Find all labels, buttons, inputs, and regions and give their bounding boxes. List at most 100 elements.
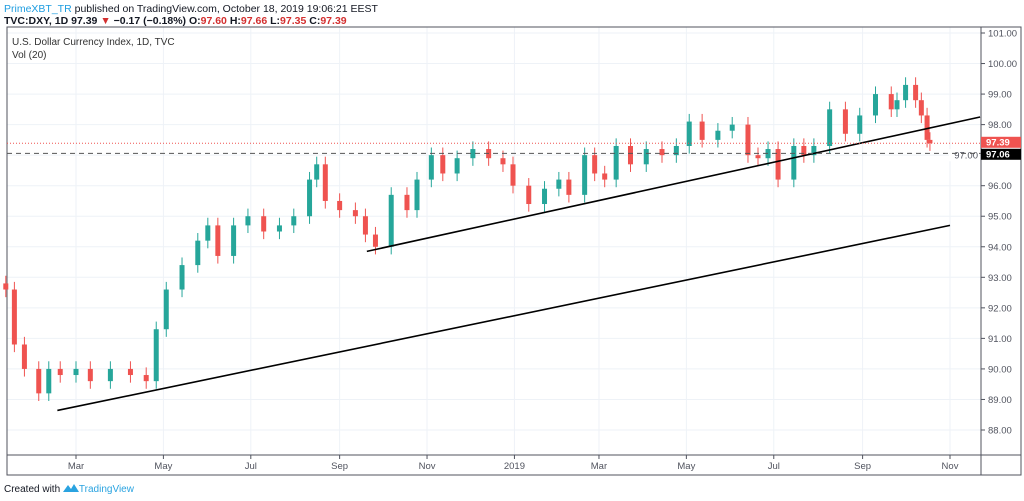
candle (765, 141, 771, 166)
candle (261, 208, 267, 240)
candle (918, 92, 924, 124)
high-label: H: (229, 15, 241, 27)
x-tick-label: Jul (245, 461, 257, 472)
x-tick-label: 2019 (504, 461, 525, 472)
candle (57, 361, 63, 383)
y-tick-label: 101.00 (988, 29, 1017, 40)
candle (542, 181, 548, 212)
open-label: O: (188, 15, 201, 27)
candle (801, 138, 807, 163)
volume-label: Vol (20) (12, 50, 47, 61)
candle (73, 361, 79, 383)
y-tick-label: 90.00 (988, 364, 1012, 375)
candle-body (924, 115, 930, 140)
candle-body (414, 179, 420, 211)
last-price: 97.39 (71, 15, 98, 27)
candle-body (791, 145, 797, 180)
candle-body (827, 109, 833, 146)
candle-body (686, 121, 692, 146)
candle (913, 77, 919, 108)
candle-body (673, 145, 679, 156)
candle-body (613, 145, 619, 180)
candle-body (3, 283, 9, 290)
candle-body (337, 200, 343, 211)
candle (163, 281, 169, 337)
candle-body (21, 344, 27, 369)
candle (388, 187, 394, 255)
candle (362, 208, 368, 243)
candle (245, 208, 251, 234)
candle (888, 86, 894, 117)
candle-body (627, 145, 633, 165)
candle-body (127, 368, 133, 376)
candle-body (276, 225, 282, 232)
candle (857, 107, 863, 142)
candle (510, 156, 516, 194)
candle (36, 361, 42, 401)
candle-body (163, 289, 169, 330)
high-value: 97.66 (240, 15, 268, 27)
y-tick-label: 95.00 (988, 212, 1012, 223)
candle-body (542, 188, 548, 205)
candle (314, 156, 320, 188)
candle (526, 178, 532, 212)
candle-body (57, 368, 63, 376)
candle (715, 123, 721, 148)
candle-body (470, 149, 476, 159)
candle-body (888, 94, 894, 110)
publish-text: published on TradingView.com, October 18… (74, 3, 378, 15)
candle (215, 217, 221, 264)
candle-body (73, 368, 79, 376)
candle (179, 257, 185, 298)
x-tick-label: Nov (942, 461, 959, 472)
candle (627, 138, 633, 172)
candle-body (215, 225, 221, 256)
candle-body (87, 368, 93, 382)
candle-body (715, 130, 721, 140)
candle-body (872, 94, 878, 116)
last-price-label: 97.39 (986, 137, 1010, 148)
candle (470, 141, 476, 166)
tradingview-link[interactable]: TradingView (78, 484, 134, 495)
candle (454, 150, 460, 182)
candle (46, 361, 52, 401)
candle (842, 101, 848, 142)
candle-body (143, 375, 149, 382)
symbol: TVC:DXY, 1D (4, 15, 69, 27)
candle-body (903, 84, 909, 101)
candle (127, 361, 133, 383)
candle-body (765, 149, 771, 159)
candle-body (440, 155, 446, 174)
candle-body (428, 155, 434, 180)
candle (205, 217, 211, 249)
y-tick-label: 93.00 (988, 273, 1012, 284)
x-tick-label: Sep (854, 461, 871, 472)
candle (3, 275, 9, 298)
price-change: −0.17 (−0.18%) (113, 15, 187, 27)
candle-body (566, 179, 572, 195)
x-tick-label: Mar (591, 461, 607, 472)
candle-body (801, 145, 807, 156)
y-tick-label: 94.00 (988, 242, 1012, 253)
candle-body (699, 121, 705, 140)
candle-body (927, 139, 933, 144)
y-tick-label: 92.00 (988, 303, 1012, 314)
candle (827, 101, 833, 154)
close-value: 97.39 (320, 15, 347, 27)
candle-body (231, 225, 237, 256)
candle-body (842, 109, 848, 134)
x-tick-label: May (677, 461, 695, 472)
x-tick-label: May (154, 461, 172, 472)
candle-body (372, 234, 378, 247)
author-link[interactable]: PrimeXBT_TR (4, 3, 72, 15)
candle-body (659, 149, 665, 156)
candle (291, 208, 297, 234)
trendline (57, 224, 951, 412)
y-tick-label: 98.00 (988, 120, 1012, 131)
candle (755, 147, 761, 166)
candle-body (582, 155, 588, 195)
candle-body (107, 368, 113, 382)
open-value: 97.60 (200, 15, 227, 27)
y-tick-label-bg (949, 149, 979, 162)
